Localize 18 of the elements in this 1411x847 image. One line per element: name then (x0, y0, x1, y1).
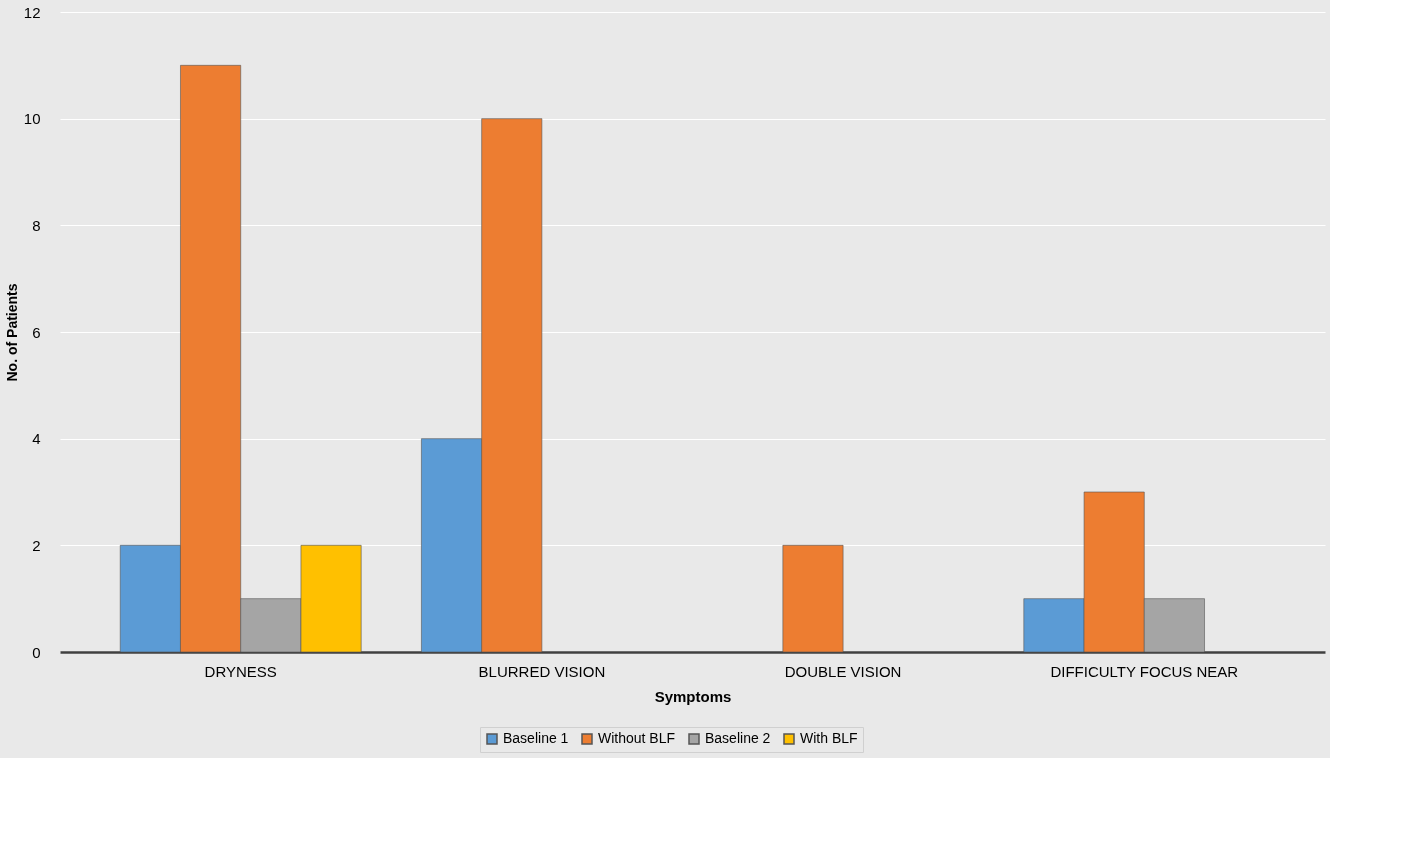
y-tick-label: 2 (32, 536, 41, 554)
y-tick-label: 10 (23, 110, 41, 128)
y-tick-label: 4 (32, 430, 41, 448)
x-tick-label: BLURRED VISION (478, 662, 606, 680)
x-axis-title: Symptoms (654, 687, 732, 705)
y-axis-title: No. of Patients (3, 283, 20, 382)
y-tick-label: 12 (23, 3, 41, 21)
legend-label: Baseline 1 (503, 730, 569, 746)
y-tick-label: 8 (32, 216, 41, 234)
x-tick-label: DOUBLE VISION (784, 662, 902, 680)
y-tick-label: 0 (32, 643, 41, 661)
y-tick-label: 6 (32, 323, 41, 341)
bar (782, 545, 844, 653)
x-tick-label: DRYNESS (204, 662, 277, 680)
legend-label: Without BLF (598, 730, 676, 746)
legend-label: Baseline 2 (705, 730, 771, 746)
x-tick-label: DIFFICULTY FOCUS NEAR (1050, 662, 1239, 680)
legend-label: With BLF (800, 730, 858, 746)
